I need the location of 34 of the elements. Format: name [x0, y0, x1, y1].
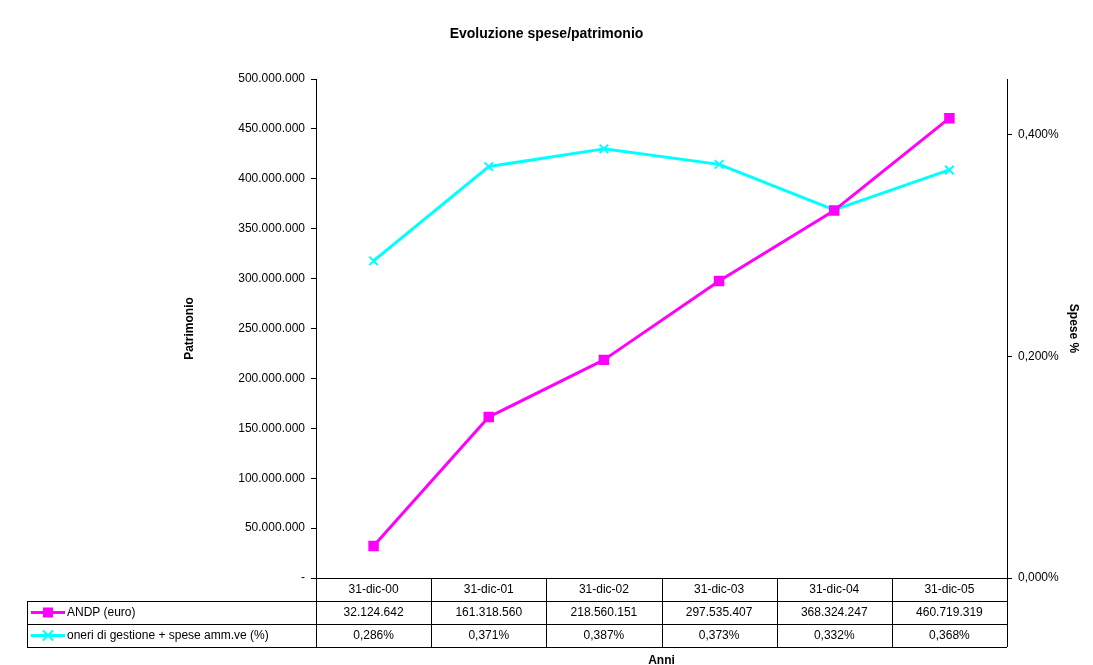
y2-axis-title: Spese %	[1067, 303, 1082, 354]
point	[598, 354, 610, 366]
y2-tick-label: 0,200%	[1018, 348, 1060, 363]
y2-tick-label: 0,400%	[1018, 126, 1060, 141]
point	[483, 411, 494, 423]
y-tick-label: 50.000.000	[244, 520, 306, 535]
point	[368, 540, 379, 552]
point	[483, 161, 494, 172]
x-tick-label: 31-dic-03	[694, 581, 745, 596]
y-tick-label: 400.000.000	[238, 171, 306, 186]
y-axis-title: Patrimonio	[181, 297, 196, 360]
chart-title: Evoluzione spese/patrimonio	[449, 24, 644, 41]
x-tick-label: 31-dic-02	[578, 581, 630, 596]
y2-tick-label: 0,000%	[1018, 570, 1060, 585]
x-tick-label: 31-dic-04	[809, 581, 860, 596]
x-axis-title: Anni	[648, 653, 675, 665]
y-tick-label: -	[301, 570, 305, 585]
point	[368, 255, 379, 267]
point	[713, 275, 725, 287]
point	[713, 159, 725, 170]
point	[944, 164, 955, 176]
x-tick-label: 31-dic-01	[463, 581, 515, 596]
y-tick-label: 350.000.000	[238, 221, 306, 236]
y-tick-label: 250.000.000	[238, 320, 306, 335]
y-tick-label: 450.000.000	[238, 121, 306, 136]
x-tick-label: 31-dic-05	[924, 581, 975, 596]
y-tick-label: 150.000.000	[238, 420, 306, 435]
y-tick-label: 500.000.000	[238, 71, 306, 86]
point	[598, 143, 610, 155]
y-tick-label: 200.000.000	[238, 370, 306, 385]
point	[944, 112, 955, 124]
x-tick-label: 31-dic-00	[348, 581, 399, 596]
y-tick-label: 100.000.000	[238, 470, 306, 485]
y-tick-label: 300.000.000	[238, 270, 306, 285]
